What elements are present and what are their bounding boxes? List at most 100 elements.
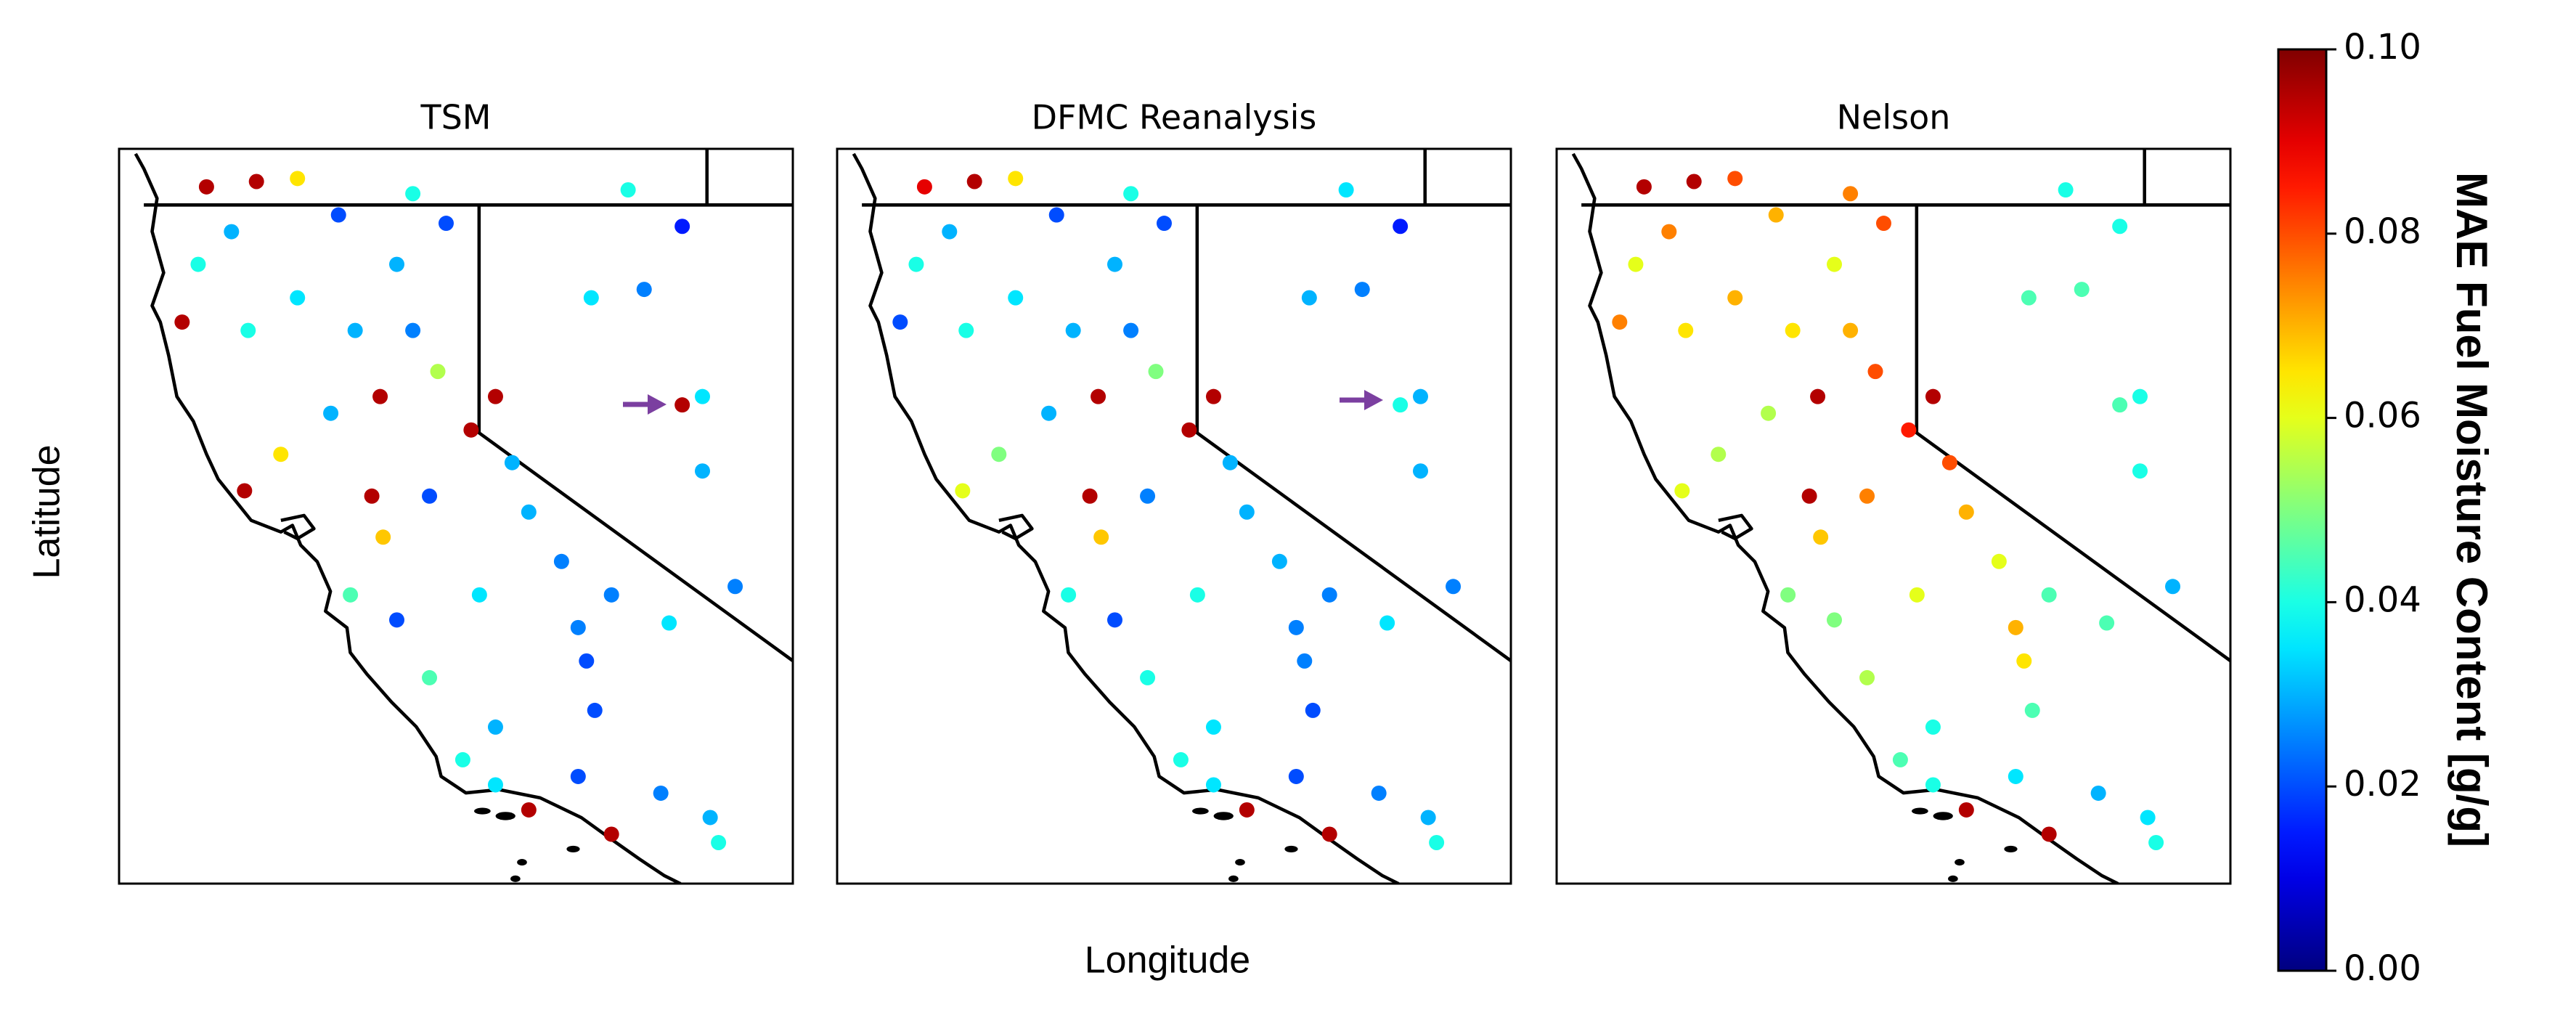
station-point (1321, 826, 1337, 842)
station-point (487, 777, 503, 793)
station-point (487, 388, 503, 404)
station-point (1271, 553, 1287, 569)
station-point (1810, 388, 1826, 404)
station-point (1008, 171, 1024, 187)
station-point (958, 322, 974, 338)
station-point (1429, 834, 1445, 850)
station-point (290, 171, 306, 187)
map-panel: DFMC Reanalysis (836, 98, 1512, 885)
station-point (290, 290, 306, 306)
station-point (1958, 802, 1974, 818)
station-point (1785, 322, 1801, 338)
station-point (224, 224, 240, 240)
colorbar-tick-label: 0.10 (2344, 27, 2421, 68)
station-point (2024, 702, 2040, 718)
panels: TSM DFMC Reanalysis Nelson (118, 98, 2232, 885)
station-point (955, 483, 971, 499)
station-point (727, 579, 743, 595)
station-point (2074, 282, 2090, 298)
station-point (422, 488, 438, 504)
station-point (1379, 615, 1395, 631)
station-point (1205, 388, 1221, 404)
station-point (570, 619, 586, 635)
station-point (1181, 422, 1197, 438)
station-point (1413, 388, 1429, 404)
station-point (1413, 463, 1429, 479)
station-point (1859, 488, 1875, 504)
station-point (1082, 488, 1098, 504)
station-point (603, 826, 619, 842)
station-point (198, 179, 214, 195)
station-point (1661, 224, 1677, 240)
station-point (674, 397, 690, 413)
station-point (1393, 397, 1409, 413)
station-point (1843, 186, 1859, 202)
station-point (2165, 579, 2181, 595)
station-point (2132, 463, 2148, 479)
station-point (1727, 290, 1743, 306)
station-point (1205, 777, 1221, 793)
station-point (1288, 768, 1304, 784)
coastline (854, 149, 1511, 884)
colorbar-tick-label: 0.06 (2344, 396, 2421, 436)
station-point (1156, 216, 1172, 232)
station-point (674, 219, 690, 235)
station-point (1239, 504, 1255, 520)
station-point (389, 612, 405, 628)
station-point (653, 785, 669, 801)
panel-frame (118, 147, 794, 885)
coastline (136, 149, 793, 884)
station-point (1925, 719, 1941, 735)
station-point (471, 587, 487, 603)
station-point (603, 587, 619, 603)
station-point (1288, 619, 1304, 635)
station-point (908, 256, 924, 272)
station-point (1859, 669, 1875, 685)
station-point (2112, 397, 2128, 413)
station-point (1813, 529, 1829, 545)
station-point (1091, 388, 1106, 404)
station-point (372, 388, 388, 404)
arrow (623, 394, 667, 415)
station-point (2140, 810, 2156, 826)
station-point (1140, 669, 1156, 685)
map-panel: TSM (118, 98, 794, 885)
station-point (455, 751, 470, 767)
station-point (521, 504, 537, 520)
station-point (273, 447, 289, 462)
y-axis-label: Latitude (26, 444, 68, 579)
station-point (2041, 826, 2057, 842)
station-point (240, 322, 256, 338)
station-point (1686, 174, 1702, 190)
station-point (1892, 751, 1908, 767)
station-point (2016, 653, 2032, 669)
station-point (343, 587, 359, 603)
station-point (1140, 488, 1156, 504)
station-point (1827, 256, 1843, 272)
station-point (1901, 422, 1917, 438)
station-point (1393, 219, 1409, 235)
station-point (1674, 483, 1690, 499)
station-point (2058, 182, 2074, 198)
station-point (695, 388, 711, 404)
station-point (1628, 256, 1644, 272)
panel-frame (1555, 147, 2232, 885)
station-point (375, 529, 391, 545)
station-point (1909, 587, 1925, 603)
map-panel: Nelson (1555, 98, 2232, 885)
station-point (1338, 182, 1354, 198)
station-point (1925, 777, 1941, 793)
station-point (1305, 702, 1321, 718)
station-point (1371, 785, 1387, 801)
station-point (1239, 802, 1255, 818)
station-point (1636, 179, 1652, 195)
station-point (1768, 207, 1784, 223)
station-point (463, 422, 479, 438)
station-point (1189, 587, 1205, 603)
station-point (438, 216, 454, 232)
station-point (1761, 405, 1777, 421)
station-point (1780, 587, 1796, 603)
station-point (1093, 529, 1109, 545)
station-point (702, 810, 718, 826)
station-point (504, 455, 520, 470)
